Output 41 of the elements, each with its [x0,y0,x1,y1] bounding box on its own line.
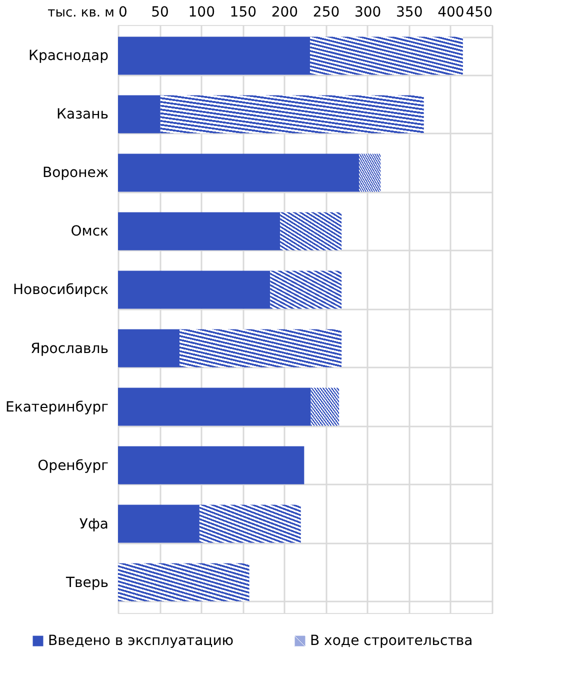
bar [118,270,270,309]
bar [118,329,180,368]
y-tick-label: Ярославль [30,340,108,357]
y-tick-label: Воронеж [42,165,109,182]
x-tick-label: 100 [188,4,215,20]
bar [199,504,301,543]
bar [118,36,310,75]
x-tick-label: 300 [354,4,382,20]
x-tick-label: 250 [312,4,340,20]
x-tick-label: 450 [466,4,492,20]
bar [118,154,360,192]
bar [280,212,342,250]
y-tick-label: Уфа [79,516,108,532]
x-tick-label: 150 [230,4,257,20]
y-tick-label: Краснодар [28,48,109,64]
y-tick-label: Тверь [64,574,108,591]
x-tick-label: 350 [396,4,423,20]
bar [118,388,311,426]
legend-label: В ходе строительства [310,633,473,649]
bar [310,388,340,426]
bar [118,563,250,602]
x-tick-label: 400 [438,4,464,20]
bar [359,154,381,192]
bar [118,95,160,134]
y-tick-label: Новосибирск [13,282,108,298]
bar [310,36,463,75]
y-tick-label: Омск [70,224,108,240]
x-tick-label: 50 [151,4,169,20]
bar [118,446,304,484]
x-axis-title: тыс. кв. м [48,6,114,20]
bar [270,270,342,309]
bar [180,329,342,368]
x-tick-label: 0 [118,4,128,20]
x-tick-label: 200 [271,4,298,20]
y-tick-label: Казань [56,106,108,123]
y-tick-label: Оренбург [38,458,108,474]
bar [118,212,280,250]
bar [160,95,424,134]
bar [118,504,200,543]
legend-label: Введено в эксплуатацию [48,633,234,649]
y-tick-label: Екатеринбург [6,399,108,416]
